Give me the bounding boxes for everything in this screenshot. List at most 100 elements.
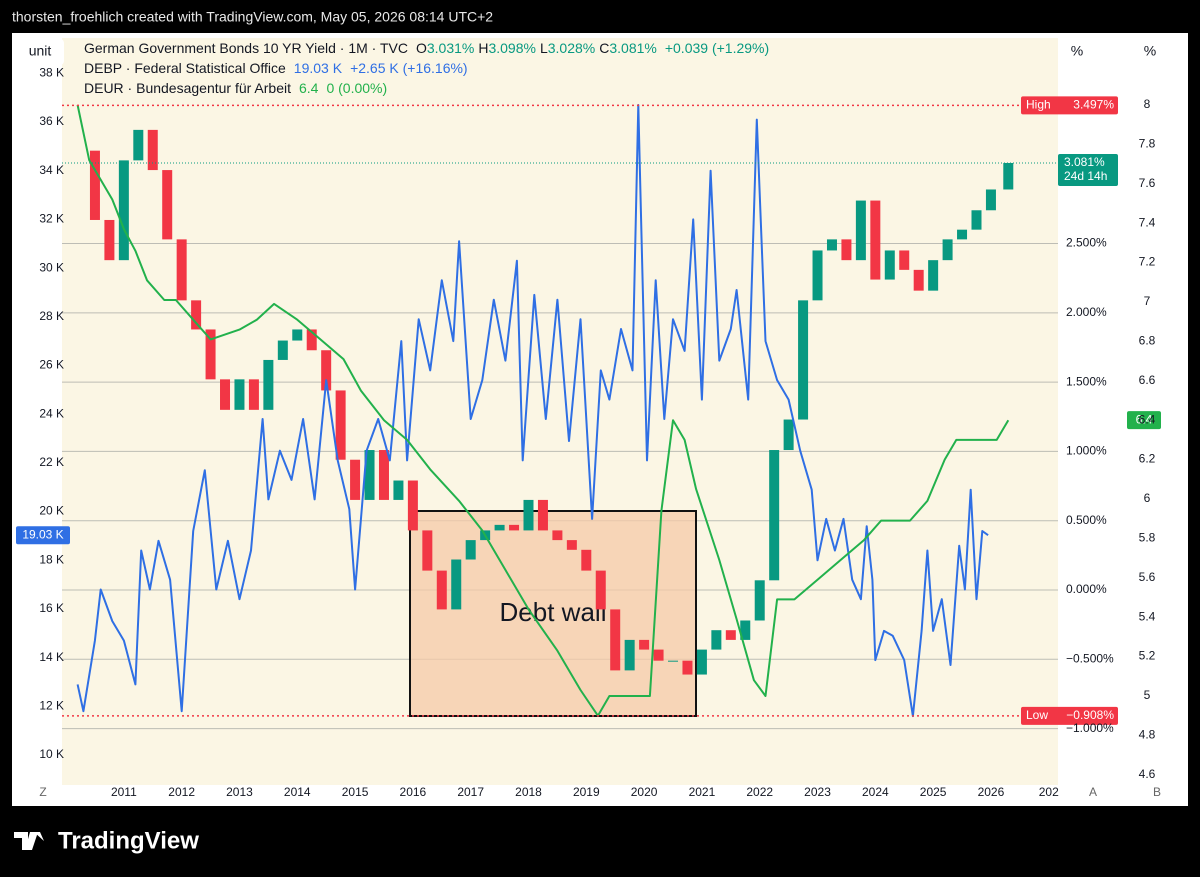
y2-tick-label: 14 K: [39, 650, 64, 664]
candle: [668, 660, 679, 662]
percent-label[interactable]: %: [1144, 43, 1156, 59]
candle: [928, 260, 939, 291]
candle: [537, 499, 548, 531]
percent-button[interactable]: [1060, 39, 1108, 65]
y2-tick-label: 20 K: [39, 504, 64, 518]
y-tick-label: 2.500%: [1066, 236, 1107, 250]
percent-label[interactable]: %: [1071, 43, 1083, 59]
percent-button[interactable]: [1127, 39, 1175, 65]
x-tick-label: 2012: [168, 785, 195, 799]
candle: [509, 524, 520, 531]
low-value: −0.908%: [1066, 708, 1114, 722]
y3-tick-label: 5.6: [1139, 570, 1156, 584]
series: [76, 104, 1014, 718]
legend-key: O: [416, 40, 427, 56]
legend-key: H: [478, 40, 488, 56]
y2-tick-label: 12 K: [39, 699, 64, 713]
x-tick-label: 2022: [746, 785, 773, 799]
candle: [220, 379, 231, 410]
candle: [422, 530, 433, 571]
candle: [740, 620, 751, 640]
candle: [89, 150, 100, 220]
overlay: High 3.497% Low −0.908% 3.081%24d 14h 19.03 K…: [16, 96, 1161, 725]
legend-value: 19.03 K: [294, 60, 343, 76]
x-tick-label: 2018: [515, 785, 542, 799]
deur-badge-label: 6.4: [1136, 412, 1153, 426]
candle: [913, 269, 924, 291]
candle: [321, 350, 332, 391]
zoom-label[interactable]: Z: [39, 785, 46, 799]
candle: [205, 329, 216, 380]
candle: [682, 660, 693, 675]
x-tick-label: 2024: [862, 785, 889, 799]
legend-value: 3.081%: [609, 40, 656, 56]
y2-tick-label: 26 K: [39, 358, 64, 372]
y3-tick-label: 6.8: [1139, 334, 1156, 348]
header: thorsten_froehlich created with TradingV…: [12, 9, 493, 25]
legend: German Government Bonds 10 YR Yield · 1M…: [84, 40, 769, 96]
candle: [870, 200, 881, 280]
legend-value: 0 (0.00%): [326, 80, 387, 96]
legend-value: 3.028%: [548, 40, 595, 56]
candle: [1003, 163, 1014, 190]
candle: [855, 200, 866, 261]
candle: [104, 219, 115, 261]
y2-tick-label: 36 K: [39, 114, 64, 128]
candle: [653, 649, 664, 661]
x-tick-label: 2011: [111, 785, 137, 799]
candle: [176, 239, 187, 301]
candle: [378, 450, 389, 500]
low-label: Low: [1026, 708, 1048, 722]
candle: [191, 300, 202, 330]
last-value: 3.081%: [1064, 155, 1105, 169]
candle: [306, 329, 317, 351]
y3-tick-label: 5: [1144, 688, 1151, 702]
candle: [624, 639, 635, 671]
debp-badge: [16, 526, 70, 545]
candle: [711, 630, 722, 650]
legend-key: L: [540, 40, 548, 56]
auto-label[interactable]: A: [1089, 785, 1097, 799]
candle: [263, 359, 274, 410]
candle: [725, 630, 736, 640]
x-tick-label: 2021: [689, 785, 716, 799]
y2-tick-label: 30 K: [39, 260, 64, 274]
candle: [826, 239, 837, 251]
candle: [696, 649, 707, 675]
legend-value: 6.4: [299, 80, 319, 96]
x-tick-label: 202: [1039, 785, 1059, 799]
candle: [364, 450, 375, 500]
scale-label[interactable]: B: [1153, 785, 1161, 799]
debp-badge-label: 19.03 K: [22, 527, 63, 541]
y3-tick-label: 5.8: [1139, 531, 1156, 545]
y2-tick-label: 10 K: [39, 747, 64, 761]
candle: [841, 239, 852, 261]
legend-entry: DEBP · Federal Statistical Office 19.03 K…: [84, 60, 468, 76]
y-tick-label: −1.000%: [1066, 721, 1114, 735]
x-tick-label: 2026: [978, 785, 1005, 799]
candle: [942, 239, 953, 261]
footer-logo: TradingView: [58, 827, 199, 854]
unit-label[interactable]: unit: [29, 43, 52, 59]
candle: [234, 379, 245, 410]
candle: [595, 570, 606, 610]
y-tick-label: −0.500%: [1066, 651, 1114, 665]
candle: [335, 390, 346, 460]
y-tick-label: 0.500%: [1066, 513, 1107, 527]
y3-tick-label: 6.4: [1139, 412, 1156, 426]
unit-button[interactable]: [16, 39, 64, 65]
line-series: [76, 104, 1010, 717]
candle: [884, 250, 895, 280]
high-value: 3.497%: [1073, 98, 1114, 112]
legend-value: +0.039 (+1.29%): [665, 40, 769, 56]
y3-tick-label: 6.6: [1139, 373, 1156, 387]
candle: [783, 419, 794, 451]
logo: TradingView: [14, 827, 199, 854]
y3-tick-label: 5.4: [1139, 609, 1156, 623]
candle: [277, 340, 288, 360]
candle: [350, 459, 361, 500]
y3-tick-label: 4.8: [1139, 728, 1156, 742]
legend-key: C: [599, 40, 609, 56]
y-tick-label: 2.000%: [1066, 305, 1107, 319]
